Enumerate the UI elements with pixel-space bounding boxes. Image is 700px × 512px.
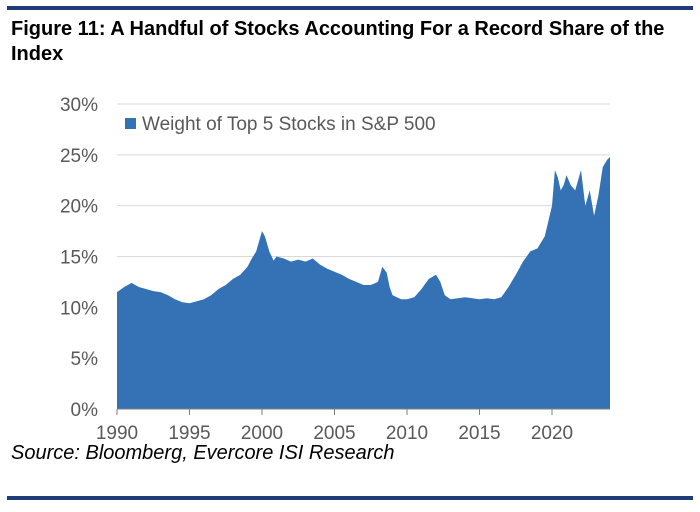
y-tick-label: 20% — [60, 197, 98, 218]
title-top-rule — [7, 6, 693, 10]
x-tick-label: 2020 — [531, 423, 573, 444]
x-tick-label: 2005 — [313, 423, 355, 444]
y-tick-label: 0% — [71, 400, 99, 421]
series-area-0 — [117, 156, 610, 409]
legend-swatch — [125, 118, 136, 129]
source-note: Source: Bloomberg, Evercore ISI Research — [11, 442, 395, 464]
x-tick-label: 1990 — [96, 423, 138, 444]
axes-layer: 0% 5% 10% 15% 20% 25% 30% 1990 1995 2000 2005 2010 2… — [60, 95, 610, 444]
x-tick-label: 2000 — [241, 423, 283, 444]
x-tick-label: 2010 — [386, 423, 428, 444]
chart-area: 0% 5% 10% 15% 20% 25% 30% 1990 1995 2000 2005 2010 2… — [60, 95, 610, 444]
y-tick-label: 10% — [60, 298, 98, 319]
y-tick-label: 5% — [71, 349, 99, 370]
legend: Weight of Top 5 Stocks in S&P 500 — [125, 114, 436, 135]
footer-rule — [7, 496, 693, 500]
y-tick-label: 25% — [60, 146, 98, 167]
x-tick-label: 1995 — [168, 423, 210, 444]
y-tick-label: 30% — [60, 95, 98, 116]
figure-title: Figure 11: A Handful of Stocks Accountin… — [11, 18, 665, 65]
series-layer — [117, 156, 610, 409]
legend-label: Weight of Top 5 Stocks in S&P 500 — [142, 114, 436, 135]
x-tick-label: 2015 — [458, 423, 500, 444]
y-tick-label: 15% — [60, 248, 98, 269]
